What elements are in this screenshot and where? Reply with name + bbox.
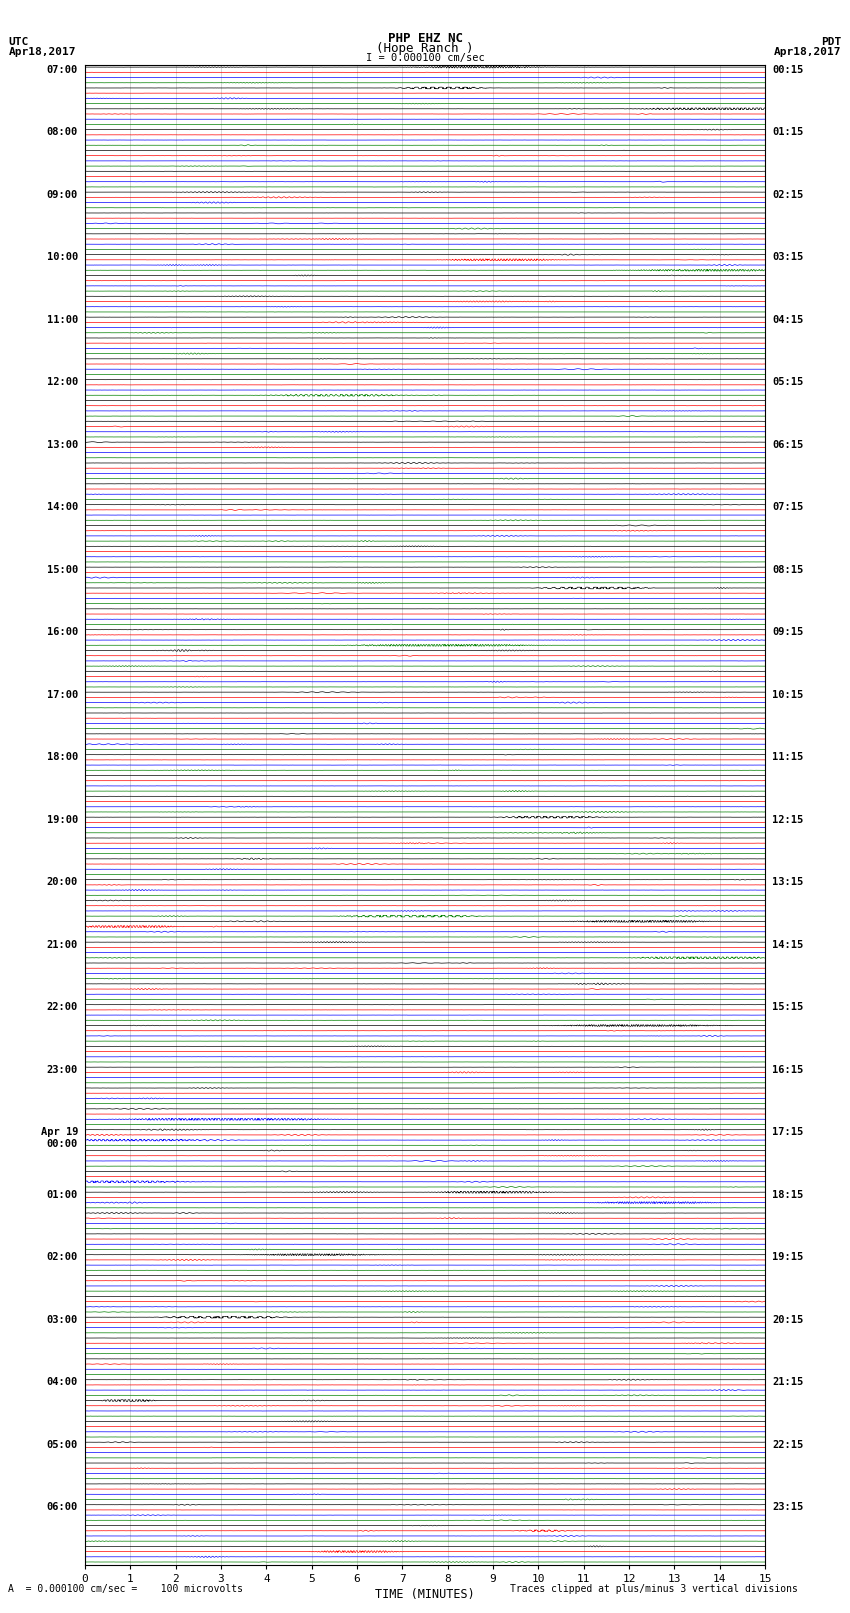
Text: 10:15: 10:15 [772,690,803,700]
Text: Apr18,2017: Apr18,2017 [774,47,842,56]
Text: 21:15: 21:15 [772,1378,803,1387]
Text: 02:15: 02:15 [772,190,803,200]
Text: Traces clipped at plus/minus 3 vertical divisions: Traces clipped at plus/minus 3 vertical … [510,1584,798,1594]
Text: 23:00: 23:00 [47,1065,78,1074]
Text: 23:15: 23:15 [772,1502,803,1511]
Text: 18:15: 18:15 [772,1190,803,1200]
Text: 03:15: 03:15 [772,252,803,261]
Text: 13:15: 13:15 [772,877,803,887]
Text: 05:15: 05:15 [772,377,803,387]
Text: 19:15: 19:15 [772,1252,803,1261]
Text: 09:00: 09:00 [47,190,78,200]
Text: 15:00: 15:00 [47,565,78,574]
Text: 17:00: 17:00 [47,690,78,700]
Text: 15:15: 15:15 [772,1002,803,1011]
Text: 12:15: 12:15 [772,815,803,824]
Text: 04:15: 04:15 [772,315,803,324]
Text: 19:00: 19:00 [47,815,78,824]
Text: 12:00: 12:00 [47,377,78,387]
Text: Apr 19
00:00: Apr 19 00:00 [41,1127,78,1148]
Text: UTC: UTC [8,37,29,47]
Text: 22:00: 22:00 [47,1002,78,1011]
Text: A  = 0.000100 cm/sec =    100 microvolts: A = 0.000100 cm/sec = 100 microvolts [8,1584,243,1594]
Text: 05:00: 05:00 [47,1439,78,1450]
Text: Apr18,2017: Apr18,2017 [8,47,76,56]
Text: PDT: PDT [821,37,842,47]
Text: 06:15: 06:15 [772,440,803,450]
Text: 21:00: 21:00 [47,939,78,950]
Text: 01:00: 01:00 [47,1190,78,1200]
Text: 22:15: 22:15 [772,1439,803,1450]
Text: 04:00: 04:00 [47,1378,78,1387]
Text: 08:15: 08:15 [772,565,803,574]
Text: 14:00: 14:00 [47,502,78,511]
Text: 11:00: 11:00 [47,315,78,324]
Text: PHP EHZ NC: PHP EHZ NC [388,32,462,45]
Text: 08:00: 08:00 [47,127,78,137]
Text: 13:00: 13:00 [47,440,78,450]
Text: 11:15: 11:15 [772,752,803,761]
Text: 06:00: 06:00 [47,1502,78,1511]
Text: 17:15: 17:15 [772,1127,803,1137]
Text: 16:00: 16:00 [47,627,78,637]
Text: 18:00: 18:00 [47,752,78,761]
Text: 20:15: 20:15 [772,1315,803,1324]
Text: 14:15: 14:15 [772,939,803,950]
Text: 00:15: 00:15 [772,65,803,74]
Text: 09:15: 09:15 [772,627,803,637]
Text: 01:15: 01:15 [772,127,803,137]
Text: 03:00: 03:00 [47,1315,78,1324]
Text: 02:00: 02:00 [47,1252,78,1261]
X-axis label: TIME (MINUTES): TIME (MINUTES) [375,1587,475,1600]
Text: 07:15: 07:15 [772,502,803,511]
Text: 07:00: 07:00 [47,65,78,74]
Text: 20:00: 20:00 [47,877,78,887]
Text: 10:00: 10:00 [47,252,78,261]
Text: (Hope Ranch ): (Hope Ranch ) [377,42,473,55]
Text: I = 0.000100 cm/sec: I = 0.000100 cm/sec [366,53,484,63]
Text: 16:15: 16:15 [772,1065,803,1074]
